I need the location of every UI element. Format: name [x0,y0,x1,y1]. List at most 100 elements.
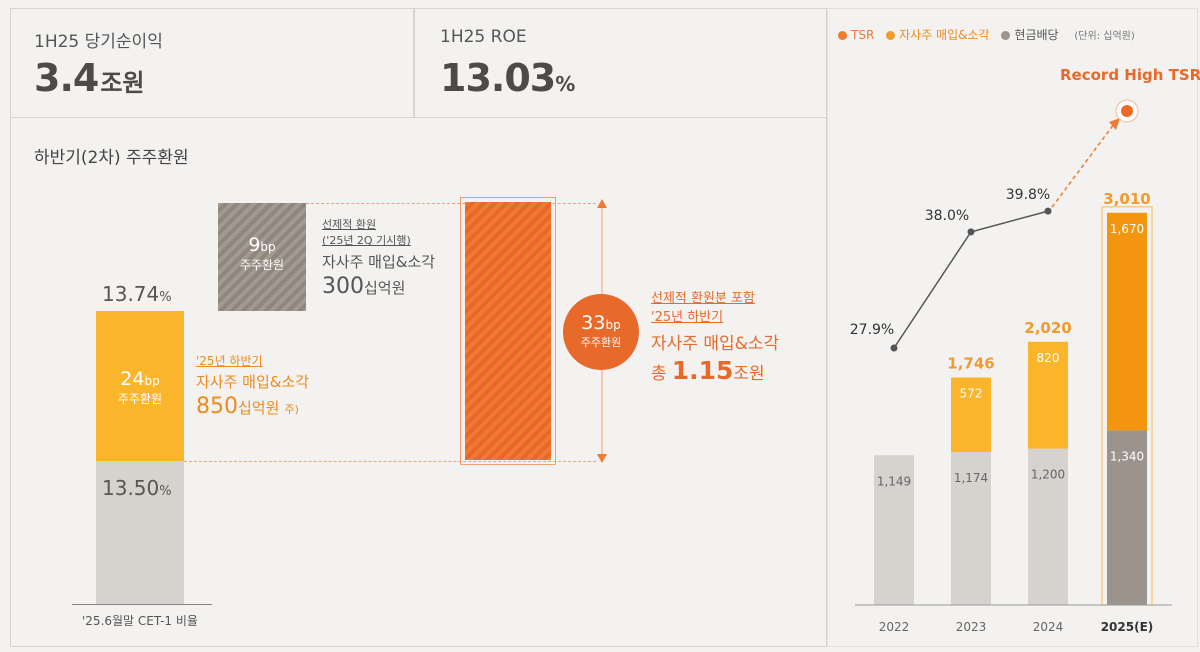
bar-9bp-note-line2: ('25년 2Q 기시행) [322,234,411,247]
bar-9bp-number: 9 [248,234,261,256]
bar-33bp-note: 선제적 환원분 포함 '25년 하반기 자사주 매입&소각 총 1.15조원 [651,287,779,385]
bar-33bp-note-line3: 자사주 매입&소각 [651,334,780,354]
record-marker-dot [1121,105,1133,117]
bar-24bp-unit: bp [144,374,160,388]
record-arrow-head [1109,118,1120,130]
bubble-33bp-unit: bp [605,318,621,332]
bar-9bp-note-line3: 자사주 매입&소각 [322,253,436,271]
roe-value: 13.03% [440,56,575,100]
label-cash-2025(E): 1,340 [1110,449,1144,463]
bar-24bp-note-line1: '25년 하반기 [196,354,263,368]
bar-9bp-note-line1: 선제적 환원 [322,218,377,231]
baseline [72,604,212,605]
span-arrow-head-up [597,199,607,208]
bubble-33bp [563,294,639,370]
bar-cash-2024 [1028,448,1068,605]
waterfall-panel [10,117,827,647]
x-tick-2023: 2023 [956,620,987,634]
label-cash-2023: 1,174 [954,471,988,485]
bar-24bp [96,311,184,461]
tsr-chart: 1,149 2022 1,174 572 1,746 2023 1,200 820 2,020 2… [850,99,1172,634]
legend-item-tsr: TSR [838,28,874,42]
cet1-base-pct: 13.50% [102,476,172,500]
legend-item-buyback: 자사주 매입&소각 [886,28,990,42]
bar-24bp-footnote: 주) [284,403,299,416]
cet1-top-unit: % [159,290,172,305]
waterfall-title: 하반기(2차) 주주환원 [34,148,189,168]
tsr-label-2023: 38.0% [925,208,969,224]
bar-33bp-amount: 1.15 [671,356,734,385]
bar-24bp-note: '25년 하반기 자사주 매입&소각 850십억원 주) [196,352,309,419]
bar-buyback-2024 [1028,341,1068,449]
label-cash-2022: 1,149 [877,474,911,488]
bar-33bp-note-line2: '25년 하반기 [651,310,724,325]
bar-9bp-note: 선제적 환원 ('25년 2Q 기시행) 자사주 매입&소각 300십억원 [322,216,435,299]
label-total-2023: 1,746 [947,354,994,372]
legend: TSR 자사주 매입&소각 현금배당 (단위: 십억원) [838,26,1135,43]
net-income-number: 3.4 [34,56,99,100]
label-buyback-2025(E): 1,670 [1110,222,1144,236]
bubble-33bp-number: 33 [581,312,606,334]
cet1-base-unit: % [159,484,172,499]
legend-buyback-label: 자사주 매입&소각 [899,28,990,42]
bar-33bp-note-line1: 선제적 환원분 포함 [651,291,755,306]
waterfall-footer: '25.6월말 CET-1 비율 [82,614,198,628]
tsr-point-2024 [1044,207,1052,215]
bar-24bp-amount: 850 [196,394,238,419]
label-buyback-2023: 572 [960,386,983,400]
legend-cash-label: 현금배당 [1014,28,1059,42]
bar-9bp-label: 9bp 주주환원 [218,234,306,273]
legend-unit: (단위: 십억원) [1074,31,1135,42]
bar-9bp-amount-unit: 십억원 [364,279,406,297]
legend-tsr-label: TSR [851,28,875,42]
bar-cash-2022 [874,455,914,605]
net-income-unit: 조원 [100,69,145,97]
bar-9bp-unit: bp [260,240,276,254]
bar-cash-2025(E) [1107,430,1147,605]
net-income-value: 3.4조원 [34,56,145,100]
tsr-label-2022: 27.9% [850,322,894,338]
bar-33bp-amount-unit: 조원 [733,364,765,384]
roe-label: 1H25 ROE [440,27,527,47]
record-arrow-line [1051,123,1115,208]
tsr-point-2023 [967,228,975,236]
label-total-2024: 2,020 [1024,319,1071,337]
legend-buyback-dot [886,31,896,40]
bar-33bp-prefix: 총 [651,364,667,384]
roe-number: 13.03 [440,56,556,100]
bar-24bp-amount-unit: 십억원 [238,399,280,417]
label-total-2025(E): 3,010 [1103,190,1150,208]
x-tick-2024: 2024 [1033,620,1064,634]
bar-24bp-note-line2: 자사주 매입&소각 [196,373,310,391]
guide-bottom [184,461,596,462]
label-cash-2024: 1,200 [1031,468,1065,482]
bar-buyback-2023 [951,377,991,453]
cet1-base-bar [96,461,184,605]
legend-tsr-dot [838,31,847,40]
bar-24bp-caption: 주주환원 [117,392,163,406]
bar-9bp-amount: 300 [322,274,364,299]
bar-24bp-number: 24 [120,368,145,390]
tsr-label-2024: 39.8% [1006,187,1050,203]
tsr-point-2022 [890,344,898,352]
x-tick-2025(E): 2025(E) [1101,620,1154,634]
bar-cash-2023 [951,452,991,605]
bar-buyback-2025(E) [1107,212,1147,431]
x-tick-2022: 2022 [879,620,910,634]
bar-9bp [218,203,306,311]
tsr-chart-panel [827,8,1198,647]
legend-cash-dot [1001,31,1011,40]
cet1-base-number: 13.50 [102,476,160,500]
span-arrow-head-down [597,454,607,463]
bubble-33bp-label: 33bp 주주환원 [563,312,639,350]
bubble-33bp-caption: 주주환원 [580,336,622,349]
record-high-label: Record High TSR [1060,66,1200,84]
bar-24bp-label: 24bp 주주환원 [96,368,184,407]
cet1-top-pct: 13.74% [102,282,172,306]
roe-unit: % [555,72,576,96]
legend-item-cash: 현금배당 [1001,28,1059,42]
guide-top [306,203,596,204]
bar-33bp [465,202,551,460]
cet1-top-number: 13.74 [102,282,160,306]
bar-33bp-frame [460,197,556,465]
